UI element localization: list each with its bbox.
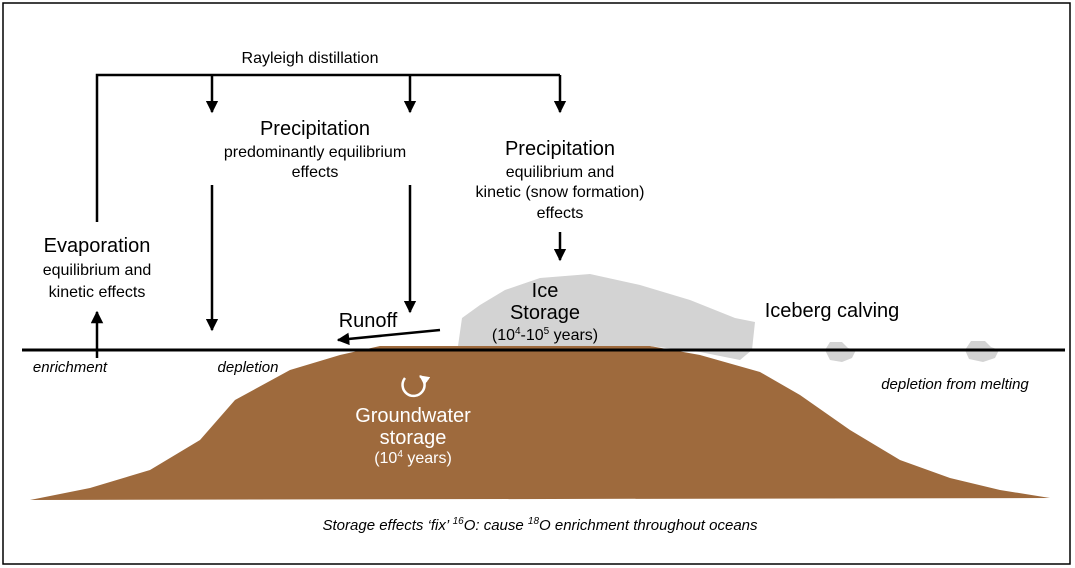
label: depletion from melting xyxy=(881,376,1029,393)
text: O enrichment throughout oceans xyxy=(539,517,758,534)
text: 5 xyxy=(544,326,550,337)
label: effects xyxy=(537,205,584,222)
text: -10 xyxy=(521,327,544,344)
text: (10 xyxy=(492,327,515,344)
iceberg xyxy=(825,342,856,362)
label: enrichment xyxy=(33,359,108,376)
text: 18 xyxy=(528,516,540,527)
label: Groundwater xyxy=(355,405,471,427)
land xyxy=(30,346,1050,500)
text: years) xyxy=(403,450,452,467)
label: Ice xyxy=(532,280,559,302)
labels: Rayleigh distillation Precipitation pred… xyxy=(33,50,1030,534)
cycle-line xyxy=(95,73,560,222)
label: storage xyxy=(380,427,447,449)
label: (104 years) xyxy=(374,449,452,467)
text: Storage effects ‘fix’ xyxy=(323,517,453,534)
label: Storage xyxy=(510,302,580,324)
text: O: cause xyxy=(464,517,528,534)
label: Evaporation xyxy=(44,235,151,257)
ice-sheet xyxy=(458,274,755,360)
arrow xyxy=(336,328,441,346)
text: 4 xyxy=(397,449,403,460)
text: 4 xyxy=(515,326,521,337)
label: effects xyxy=(292,164,339,181)
label: Precipitation xyxy=(505,138,615,160)
label: (104-105 years) xyxy=(492,326,598,344)
caption: Storage effects ‘fix’ 16O: cause 18O enr… xyxy=(323,516,758,534)
label: Runoff xyxy=(339,310,398,332)
label: Rayleigh distillation xyxy=(242,50,379,67)
label: equilibrium and xyxy=(506,164,615,181)
label: predominantly equilibrium xyxy=(224,144,406,161)
label: equilibrium and xyxy=(43,262,152,279)
groundwater-cycle xyxy=(401,374,431,398)
arrows xyxy=(90,73,567,358)
label: Iceberg calving xyxy=(765,300,900,322)
text: 16 xyxy=(453,516,465,527)
label: kinetic (snow formation) xyxy=(476,184,645,201)
label: depletion xyxy=(218,359,279,376)
text: (10 xyxy=(374,450,397,467)
label: Precipitation xyxy=(260,118,370,140)
label: kinetic effects xyxy=(49,284,146,301)
text: years) xyxy=(549,327,598,344)
